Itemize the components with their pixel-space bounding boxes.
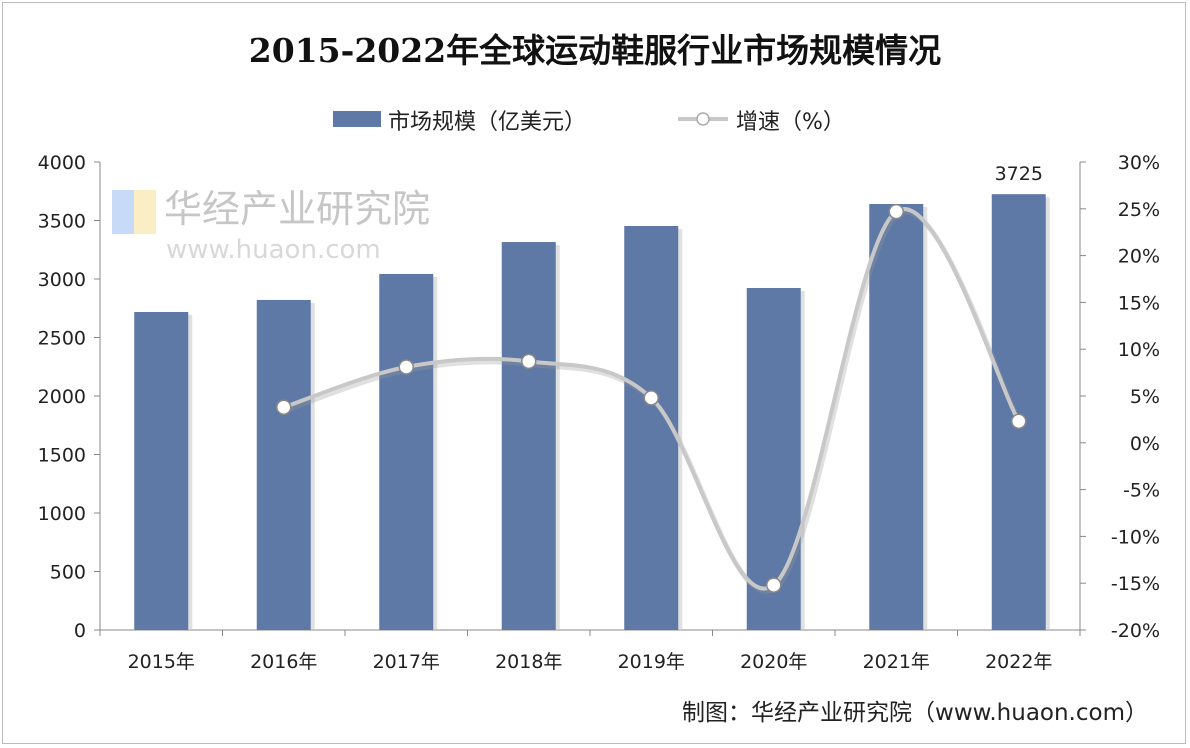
growth-point-2020年: [766, 577, 782, 593]
growth-point-2017年: [398, 359, 414, 375]
bar-2017年: [379, 273, 434, 630]
watermark-url: www.huaon.com: [166, 235, 381, 265]
legend-line-marker: [696, 112, 710, 126]
right-tick-label: 20%: [1118, 246, 1160, 268]
right-tick-label: -5%: [1123, 480, 1160, 502]
growth-point-2018年: [521, 353, 537, 370]
legend-bar-label: 市场规模（亿美元）: [388, 110, 586, 135]
left-tick-label: 3000: [38, 269, 86, 291]
watermark: 华经产业研究院 www.huaon.com: [112, 187, 430, 265]
x-tick-label: 2018年: [495, 651, 562, 673]
left-tick-label: 2000: [38, 386, 86, 408]
bar-2016年: [256, 299, 311, 630]
bar-2019年: [624, 225, 679, 630]
right-tick-label: 15%: [1118, 292, 1160, 314]
x-tick-label: 2020年: [740, 651, 807, 673]
x-tick-label: 2015年: [128, 651, 195, 673]
left-tick-label: 0: [74, 620, 86, 642]
left-tick-label: 1000: [38, 503, 86, 525]
left-tick-label: 3500: [38, 211, 86, 233]
right-tick-label: 5%: [1130, 386, 1160, 408]
growth-point-2019年: [643, 390, 659, 406]
right-tick-label: -15%: [1111, 573, 1160, 595]
x-tick-label: 2016年: [250, 651, 317, 673]
right-tick-label: -20%: [1111, 620, 1160, 642]
left-tick-label: 4000: [38, 152, 86, 174]
bar-2022年: [991, 194, 1046, 631]
growth-point-2022年: [1011, 413, 1027, 430]
legend-line-label: 增速（%）: [736, 110, 845, 135]
bar-2015年: [134, 311, 189, 630]
x-tick-label: 2019年: [618, 651, 685, 673]
growth-point-2016年: [276, 399, 292, 415]
left-tick-label: 2500: [38, 328, 86, 350]
right-tick-label: 0%: [1130, 433, 1160, 455]
right-tick-label: 10%: [1118, 339, 1160, 361]
left-tick-label: 1500: [38, 445, 86, 467]
x-tick-label: 2017年: [373, 651, 440, 673]
right-tick-label: 25%: [1118, 199, 1160, 221]
source-note: 制图：华经产业研究院（www.huaon.com）: [682, 700, 1148, 726]
x-tick-label: 2022年: [985, 651, 1052, 673]
x-tick-label: 2021年: [863, 651, 930, 673]
legend: 市场规模（亿美元） 增速（%）: [333, 110, 845, 135]
growth-point-2021年: [888, 203, 904, 220]
data-label: 3725: [995, 163, 1043, 185]
bar-2018年: [501, 242, 556, 630]
bar-2021年: [869, 204, 924, 631]
right-tick-label: 30%: [1118, 152, 1160, 174]
growth-line: [283, 207, 1021, 591]
watermark-text: 华经产业研究院: [164, 187, 430, 231]
right-tick-label: -10%: [1111, 526, 1160, 548]
chart-title: 2015-2022年全球运动鞋服行业市场规模情况: [249, 31, 941, 70]
bar-2020年: [746, 288, 801, 630]
watermark-logo-yellow: [134, 190, 156, 234]
left-tick-label: 500: [50, 562, 86, 584]
watermark-logo-blue: [112, 190, 134, 234]
legend-bar-swatch: [333, 111, 381, 127]
